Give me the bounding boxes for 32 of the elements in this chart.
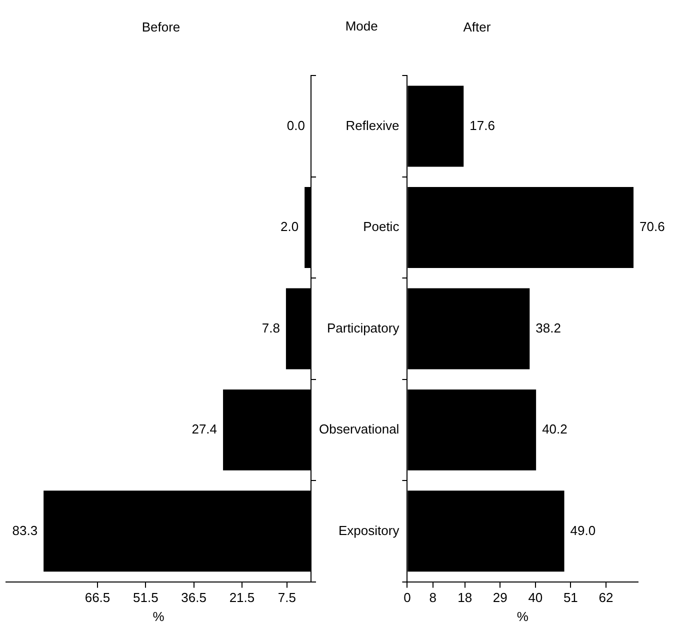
data-label: 27.4 bbox=[192, 422, 218, 437]
data-label: 70.6 bbox=[640, 219, 665, 234]
y-axis-title: Mode bbox=[345, 18, 378, 34]
x-tick-label: 66.5 bbox=[84, 590, 110, 606]
x-tick-label: 0 bbox=[404, 590, 411, 606]
x-tick-label: 62 bbox=[598, 590, 614, 606]
x-tick-label: 8 bbox=[429, 590, 436, 606]
x-tick-label: 18 bbox=[458, 590, 472, 606]
x-tick-label: 40 bbox=[528, 590, 543, 606]
y-tick-label: Observational bbox=[318, 422, 400, 437]
data-label: 83.3 bbox=[12, 522, 38, 538]
chart-title: Before bbox=[142, 19, 180, 34]
y-tick-label: Poetic bbox=[363, 219, 400, 234]
data-label: 7.8 bbox=[262, 320, 280, 336]
data-label: 2.0 bbox=[280, 219, 299, 234]
data-label: 38.2 bbox=[536, 320, 561, 336]
y-tick-label: Reflexive bbox=[346, 118, 400, 133]
chart-title: After bbox=[463, 19, 492, 34]
data-label: 17.6 bbox=[470, 118, 495, 133]
y-tick-label: Expository bbox=[338, 522, 400, 538]
data-label: 0.0 bbox=[286, 118, 305, 133]
data-label: 49.0 bbox=[570, 522, 596, 538]
x-axis-title: % bbox=[516, 608, 529, 624]
data-label: 40.2 bbox=[542, 422, 568, 437]
x-axis-title: % bbox=[152, 608, 165, 624]
x-tick-label: 7.5 bbox=[278, 590, 296, 606]
y-tick-label: Participatory bbox=[326, 320, 400, 336]
x-tick-label: 51 bbox=[563, 590, 578, 606]
x-tick-label: 21.5 bbox=[229, 590, 255, 606]
x-tick-label: 51.5 bbox=[133, 590, 158, 606]
x-tick-label: 29 bbox=[492, 590, 508, 606]
x-tick-label: 36.5 bbox=[181, 590, 206, 606]
